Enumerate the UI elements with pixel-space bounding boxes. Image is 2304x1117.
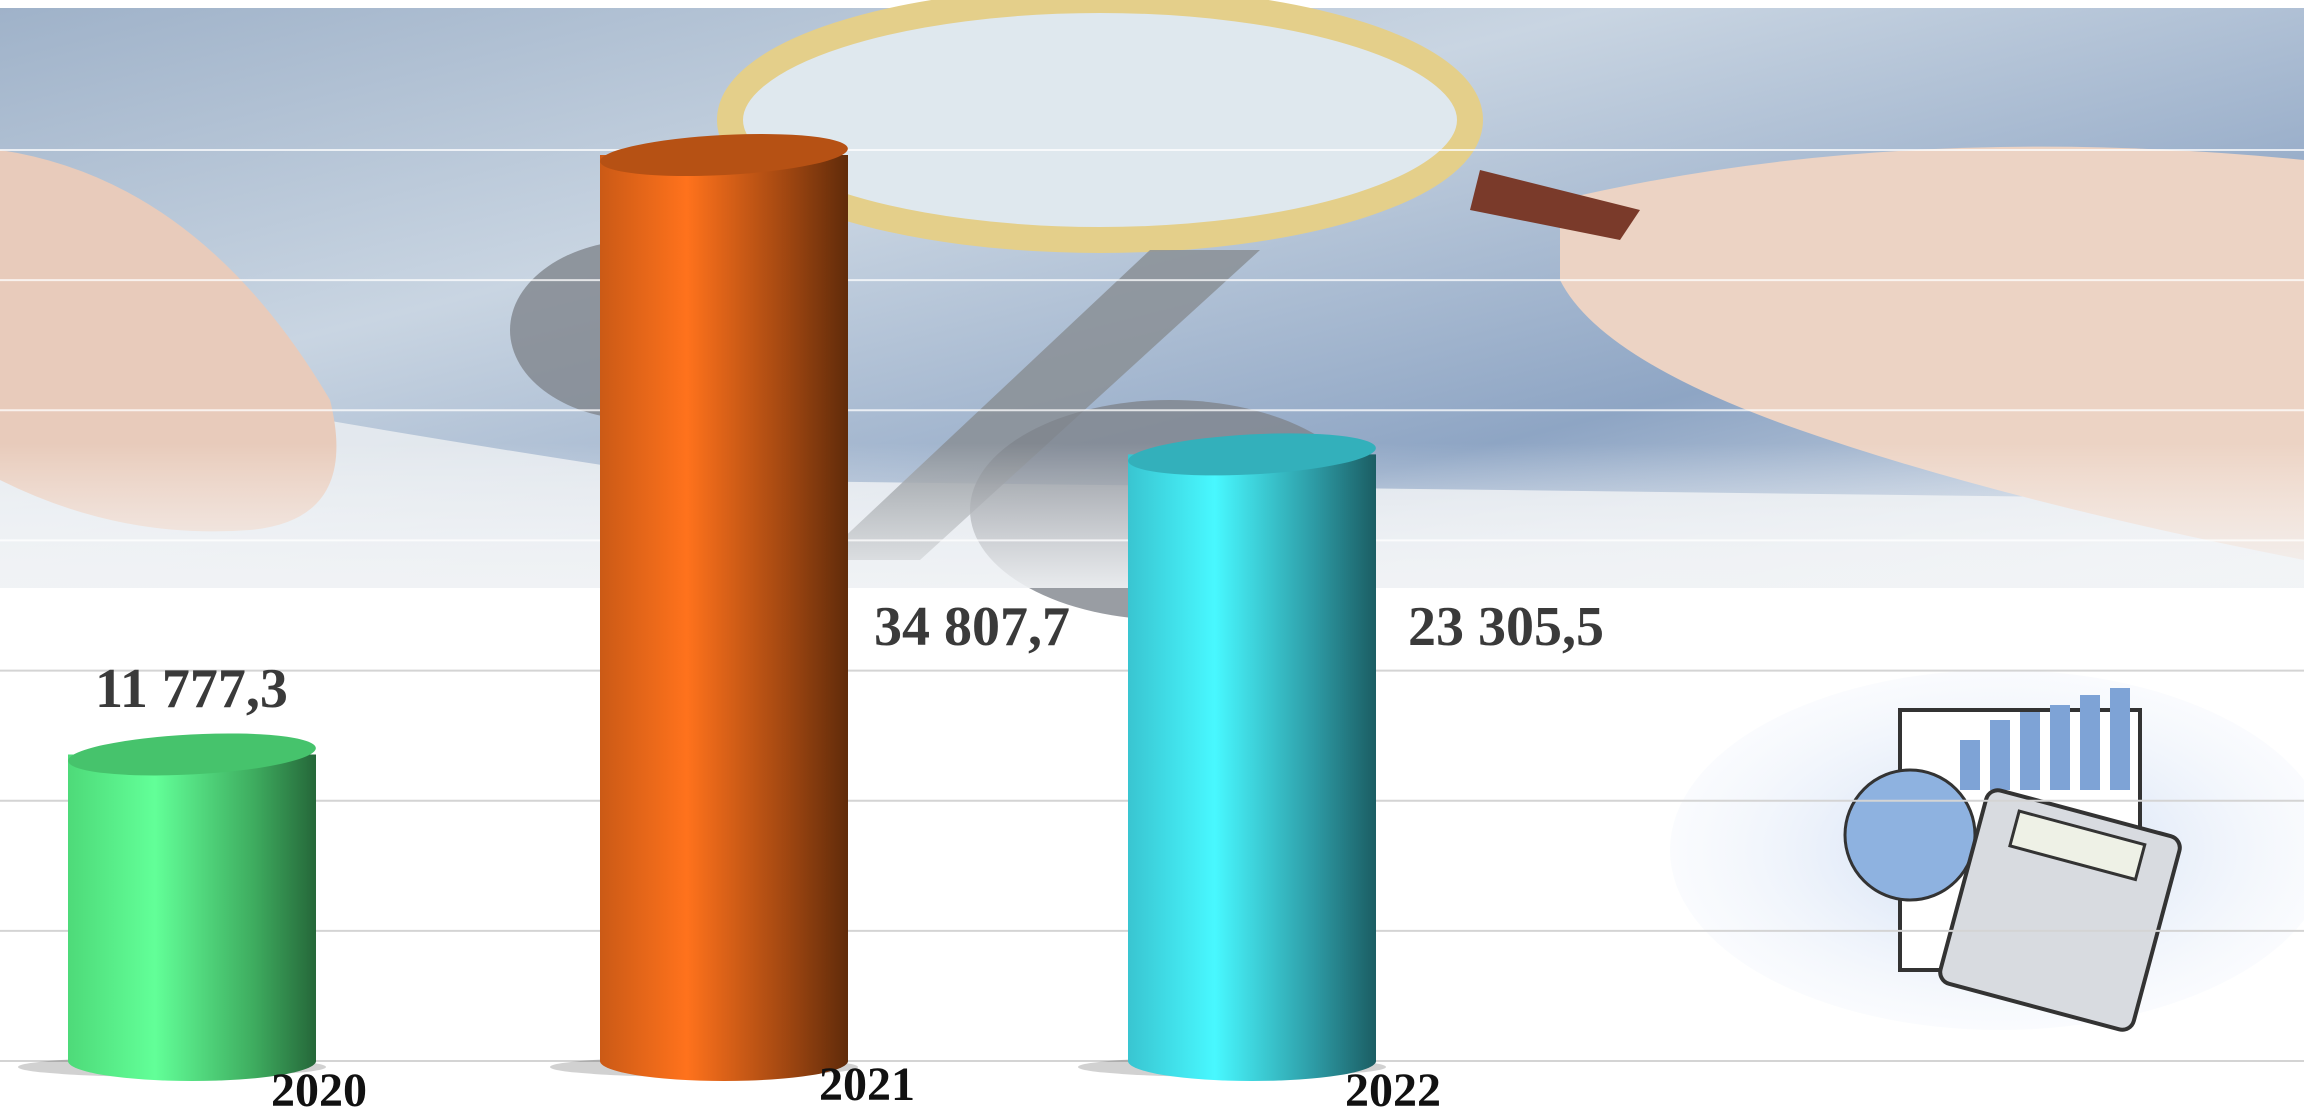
value-label: 34 807,7 — [874, 596, 1070, 658]
bar-top — [1128, 433, 1376, 476]
x-tick-label: 2021 — [819, 1058, 915, 1111]
x-tick-label: 2020 — [271, 1064, 367, 1117]
bar-top — [68, 733, 316, 776]
value-label: 23 305,5 — [1408, 596, 1604, 658]
bar — [68, 754, 316, 1081]
x-tick-label: 2022 — [1345, 1064, 1441, 1117]
bar — [600, 155, 848, 1081]
bar — [1128, 454, 1376, 1081]
bar-top — [600, 134, 848, 177]
value-label: 11 777,3 — [95, 658, 288, 720]
calculator-illustration — [1670, 670, 2304, 1032]
